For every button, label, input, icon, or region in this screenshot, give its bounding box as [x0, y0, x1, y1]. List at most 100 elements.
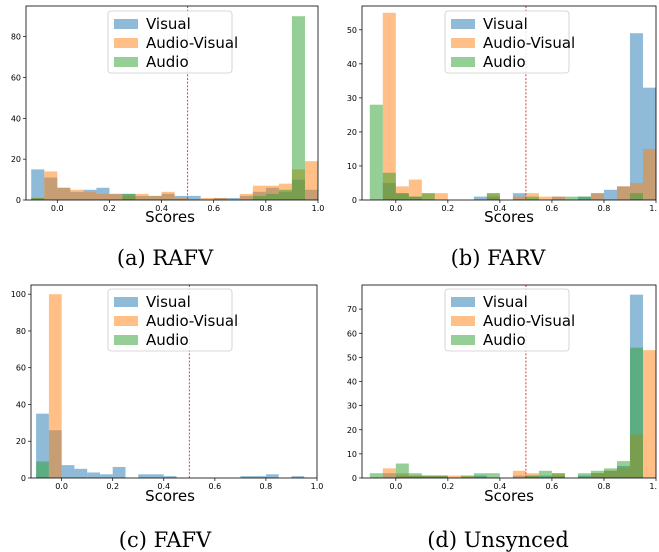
bar-audio-visual: [304, 161, 318, 200]
bars-a: [31, 16, 318, 201]
bar-visual: [291, 476, 305, 478]
bar-audio-visual: [642, 350, 656, 478]
bar-audio: [395, 463, 409, 478]
bars-d: [369, 294, 656, 478]
y-tick-label: 20: [16, 437, 26, 446]
axes-frame: [25, 5, 319, 201]
bar-audio-visual: [642, 148, 656, 200]
legend-box: [107, 288, 233, 352]
x-tick-label: 0.8: [598, 204, 611, 213]
bar-visual: [473, 196, 487, 200]
y-tick-label: 40: [347, 378, 357, 387]
bar-audio-visual: [538, 196, 552, 200]
y-tick-label: 30: [347, 94, 357, 103]
legend-label: Visual: [146, 15, 191, 33]
y-tick-label: 0: [16, 196, 21, 205]
bar-audio: [473, 473, 487, 478]
bar-visual: [240, 476, 254, 478]
x-tick-label: 0.0: [389, 204, 402, 213]
bar-visual: [187, 195, 201, 200]
bar-audio: [291, 16, 305, 201]
bar-visual: [163, 476, 177, 478]
bar-audio: [122, 193, 136, 200]
x-tick-label: 0.8: [598, 482, 611, 491]
bar-audio-visual: [174, 197, 188, 200]
bar-audio-visual: [434, 193, 448, 200]
y-tick-label: 50: [347, 353, 357, 362]
y-tick-label: 40: [16, 400, 26, 409]
x-tick-label: 0.4: [155, 204, 168, 213]
x-tick-label: 0.2: [106, 482, 119, 491]
y-tick-label: 0: [352, 474, 357, 483]
bar-audio-visual: [148, 195, 162, 200]
y-tick-label: 40: [347, 60, 357, 69]
y-tick-label: 60: [11, 73, 21, 82]
bar-audio: [434, 475, 448, 478]
legend-swatch: [451, 57, 475, 67]
legend-swatch: [451, 316, 475, 326]
y-tick-label: 80: [16, 327, 26, 336]
x-axis-label: Scores: [145, 487, 195, 505]
axes-frame: [30, 284, 318, 479]
x-axis-label: Scores: [145, 208, 195, 226]
legend-label: Visual: [146, 293, 191, 311]
legend-swatch: [451, 38, 475, 48]
bar-audio-visual: [109, 193, 123, 200]
legend-box: [444, 10, 570, 74]
bar-audio-visual: [525, 193, 539, 200]
y-tick-label: 0: [21, 474, 26, 483]
y-tick-label: 70: [347, 305, 357, 314]
legend-swatch: [451, 335, 475, 345]
bar-audio: [369, 473, 383, 478]
legend-label: Audio-Visual: [483, 34, 575, 52]
bar-audio: [252, 195, 266, 200]
bar-audio: [36, 461, 49, 478]
caption-b: (b) FARV: [451, 246, 546, 270]
bar-audio: [278, 189, 292, 200]
bar-visual: [74, 468, 88, 478]
bar-audio-visual: [590, 193, 604, 200]
bar-audio-visual: [48, 294, 62, 478]
y-tick-label: 0: [352, 196, 357, 205]
x-tick-label: 0.2: [441, 482, 454, 491]
y-tick-label: 20: [11, 155, 21, 164]
bar-visual: [253, 476, 266, 478]
bar-audio: [408, 196, 422, 200]
caption-d: (d) Unsynced: [427, 528, 569, 552]
bar-visual: [174, 195, 188, 200]
bar-audio-visual: [447, 475, 461, 478]
caption-c: (c) FAFV: [119, 528, 212, 552]
y-tick-label: 60: [16, 364, 26, 373]
legend-swatch: [114, 297, 138, 307]
x-tick-label: 0.4: [157, 482, 170, 491]
x-tick-label: 0.6: [207, 204, 220, 213]
bar-visual: [629, 33, 643, 201]
bar-visual: [265, 474, 279, 478]
y-tick-label: 20: [347, 128, 357, 137]
y-tick-label: 100: [11, 290, 26, 299]
bar-visual: [99, 474, 113, 478]
bar-visual: [226, 197, 240, 200]
bar-audio: [486, 193, 500, 200]
bar-audio: [629, 347, 643, 478]
bar-audio: [538, 470, 552, 478]
bar-audio: [460, 475, 474, 478]
y-tick-label: 60: [347, 329, 357, 338]
legend-label: Audio: [146, 53, 189, 71]
x-axis-label: Scores: [484, 208, 534, 226]
bar-audio-visual: [213, 197, 227, 200]
bar-audio-visual: [408, 179, 422, 200]
x-tick-label: 0.6: [546, 482, 559, 491]
y-tick-label: 50: [347, 26, 357, 35]
y-tick-label: 40: [11, 114, 21, 123]
bar-audio-visual: [551, 196, 565, 200]
x-tick-label: 0.2: [103, 204, 116, 213]
panel-unsynced: 0.0 0.2 0.4 0.6 0.8 1. 0 10 20 30 40 50 60 70 Scores Vi…: [347, 284, 657, 505]
x-tick-label: 1.0: [311, 482, 324, 491]
bar-audio-visual: [135, 193, 149, 200]
legend-label: Visual: [483, 15, 528, 33]
